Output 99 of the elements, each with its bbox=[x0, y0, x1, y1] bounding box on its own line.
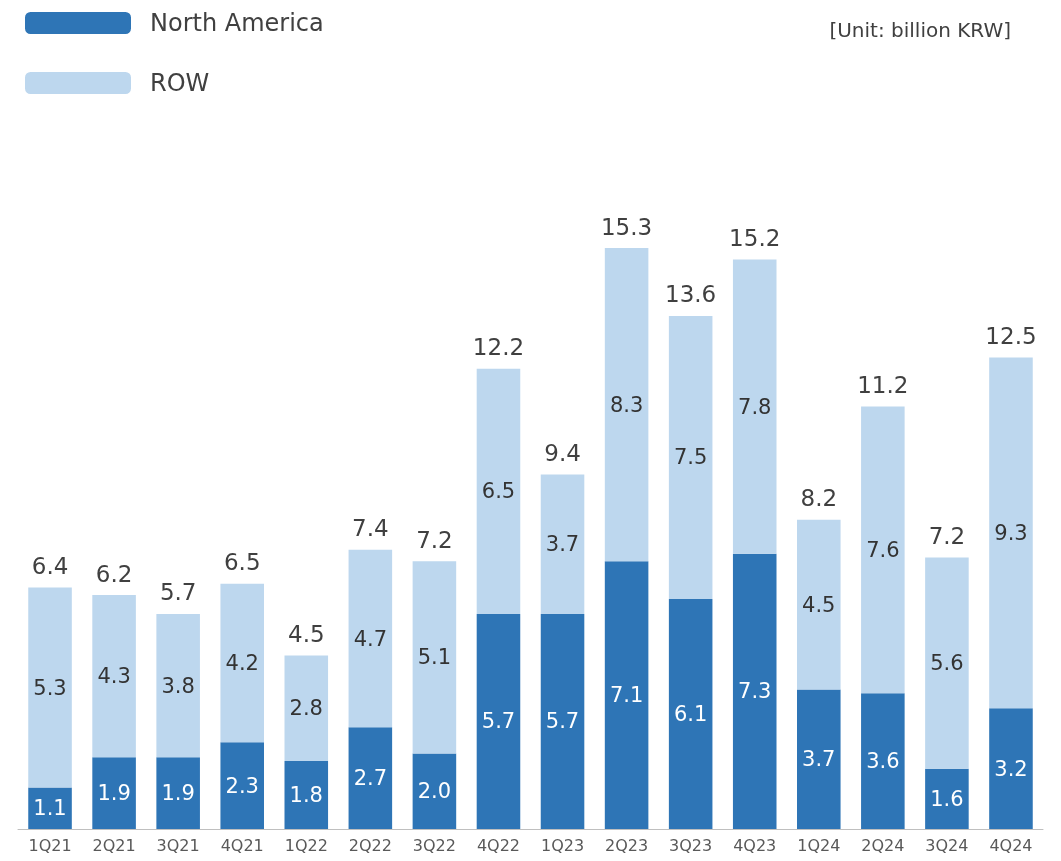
bar bbox=[540, 613, 585, 829]
total-label: 11.2 bbox=[857, 372, 909, 399]
total-label: 6.5 bbox=[223, 549, 261, 576]
total-label: 7.2 bbox=[928, 522, 966, 549]
bar bbox=[156, 613, 200, 758]
x-tick-label: 2Q23 bbox=[605, 835, 649, 855]
total-label: 15.3 bbox=[600, 213, 653, 240]
bar bbox=[861, 406, 905, 694]
bar bbox=[668, 598, 713, 829]
total-label: 8.2 bbox=[800, 485, 838, 512]
bar bbox=[989, 708, 1033, 829]
bar bbox=[604, 248, 649, 562]
total-label: 7.2 bbox=[416, 526, 453, 553]
data-label: 4.3 bbox=[97, 664, 131, 689]
bar bbox=[476, 613, 521, 829]
x-tick-label: 2Q21 bbox=[92, 835, 136, 855]
data-label: 6.1 bbox=[673, 701, 708, 726]
total-label: 7.4 bbox=[352, 515, 389, 542]
data-label: 5.1 bbox=[417, 645, 452, 670]
total-label: 4.5 bbox=[287, 620, 325, 647]
x-tick-label: 1Q23 bbox=[540, 835, 585, 855]
x-tick-label: 1Q22 bbox=[284, 835, 328, 855]
bar bbox=[732, 553, 777, 829]
total-label: 9.4 bbox=[544, 439, 581, 466]
data-label: 4.5 bbox=[802, 592, 836, 617]
data-label: 6.5 bbox=[481, 479, 516, 504]
bar bbox=[861, 693, 905, 829]
bar bbox=[156, 757, 200, 829]
bar bbox=[348, 549, 393, 728]
bar bbox=[28, 587, 72, 788]
data-label: 8.3 bbox=[609, 392, 644, 417]
data-label: 5.7 bbox=[545, 709, 580, 734]
data-label: 3.8 bbox=[161, 673, 195, 698]
data-label: 7.1 bbox=[609, 683, 644, 708]
data-label: 1.8 bbox=[289, 783, 323, 808]
data-label: 1.1 bbox=[33, 796, 67, 821]
data-label: 1.6 bbox=[930, 786, 964, 811]
x-tick-label: 4Q22 bbox=[476, 835, 521, 855]
data-label: 7.5 bbox=[673, 445, 708, 470]
total-label: 5.7 bbox=[159, 579, 197, 606]
text: [Unit: billion KRW] bbox=[829, 18, 1012, 42]
data-label: 5.3 bbox=[33, 675, 67, 700]
bar bbox=[92, 595, 136, 758]
x-tick-label: 2Q22 bbox=[348, 835, 392, 855]
x-tick-label: 3Q21 bbox=[156, 835, 200, 855]
data-label: 2.0 bbox=[417, 779, 452, 804]
x-tick-label: 4Q21 bbox=[220, 835, 264, 855]
bar bbox=[668, 315, 713, 599]
x-tick-label: 3Q23 bbox=[669, 835, 713, 855]
x-tick-label: 3Q22 bbox=[412, 835, 456, 855]
data-label: 2.8 bbox=[289, 696, 323, 721]
bar bbox=[797, 519, 841, 690]
x-tick-label: 4Q24 bbox=[989, 835, 1033, 855]
data-label: 2.3 bbox=[225, 773, 259, 798]
x-tick-label: 4Q23 bbox=[733, 835, 777, 855]
data-label: 1.9 bbox=[97, 781, 131, 806]
legend-label: ROW bbox=[150, 69, 210, 97]
bar bbox=[412, 753, 457, 829]
total-label: 6.4 bbox=[31, 553, 69, 580]
data-label: 3.2 bbox=[994, 756, 1028, 781]
bar bbox=[540, 474, 585, 614]
bar bbox=[604, 561, 649, 829]
data-label: 2.7 bbox=[353, 766, 388, 791]
data-label: 9.3 bbox=[994, 520, 1028, 545]
data-label: 7.6 bbox=[866, 537, 900, 562]
data-label: 7.8 bbox=[738, 394, 772, 419]
bar bbox=[284, 761, 329, 829]
total-label: 6.2 bbox=[95, 560, 133, 587]
bar bbox=[92, 757, 136, 829]
bar bbox=[220, 742, 264, 829]
bar bbox=[732, 259, 777, 554]
bar bbox=[284, 655, 329, 762]
total-label: 15.2 bbox=[729, 224, 781, 251]
bar bbox=[412, 561, 457, 754]
bar bbox=[476, 368, 521, 614]
bar bbox=[28, 787, 72, 829]
data-label: 5.7 bbox=[481, 709, 516, 734]
x-tick-label: 1Q24 bbox=[797, 835, 841, 855]
legend-label: North America bbox=[150, 9, 324, 37]
total-label: 12.5 bbox=[985, 322, 1037, 349]
data-label: 5.6 bbox=[930, 651, 964, 676]
bar bbox=[220, 583, 264, 743]
bar bbox=[989, 357, 1033, 709]
data-label: 1.9 bbox=[161, 781, 195, 806]
x-tick-label: 2Q24 bbox=[861, 835, 905, 855]
bar bbox=[925, 768, 969, 829]
x-tick-label: 1Q21 bbox=[28, 835, 72, 855]
data-label: 3.7 bbox=[545, 532, 580, 557]
total-label: 12.2 bbox=[472, 334, 525, 361]
data-label: 7.3 bbox=[738, 679, 772, 704]
data-label: 3.7 bbox=[802, 747, 836, 772]
bar bbox=[348, 727, 393, 829]
data-label: 4.7 bbox=[353, 626, 388, 651]
x-tick-label: 3Q24 bbox=[925, 835, 969, 855]
data-label: 4.2 bbox=[225, 651, 259, 676]
total-label: 13.6 bbox=[665, 281, 717, 308]
bar bbox=[797, 689, 841, 829]
data-label: 3.6 bbox=[866, 749, 900, 774]
bar bbox=[925, 557, 969, 769]
